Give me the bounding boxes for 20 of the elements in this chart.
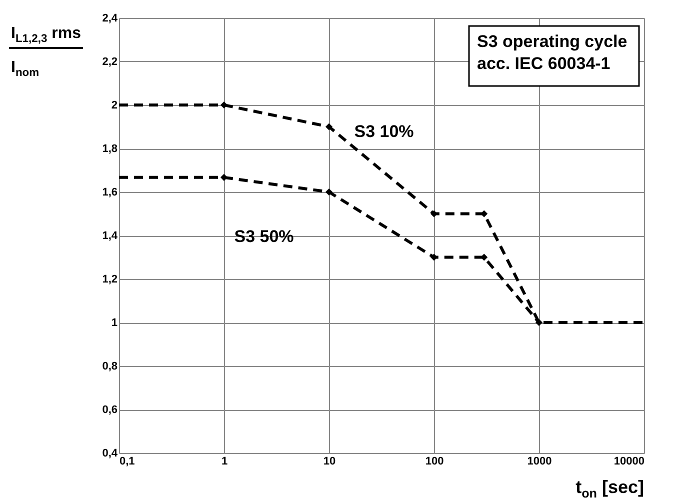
y-tick-label: 0,8 [102, 360, 118, 372]
x-tick-label: 100 [425, 456, 444, 468]
y-tick-label: 0,6 [102, 404, 118, 416]
y-tick-label: 2 [111, 100, 118, 112]
y-tick-label: 0,4 [102, 448, 118, 460]
x-tick-label: 10000 [614, 456, 644, 468]
y-tick-label: 2,2 [102, 56, 118, 68]
y-tick-label: 1,8 [102, 143, 118, 155]
annotation: S3 operating cycle acc. IEC 60034-1 [477, 32, 628, 73]
x-tick-label: 1 [221, 456, 228, 468]
y-tick-label: 1,4 [102, 230, 118, 242]
x-tick-label: 1000 [527, 456, 552, 468]
x-tick-label: 10 [323, 456, 336, 468]
y-tick-label: 1 [111, 317, 118, 329]
text: S3 50% [234, 227, 294, 246]
series-label: S3 10% [354, 122, 414, 141]
y-tick-label: 1,6 [102, 186, 118, 198]
x-tick-label: 0,1 [120, 456, 135, 468]
y-tick-label: 2,4 [102, 12, 118, 24]
y-tick-label: 1,2 [102, 274, 118, 286]
